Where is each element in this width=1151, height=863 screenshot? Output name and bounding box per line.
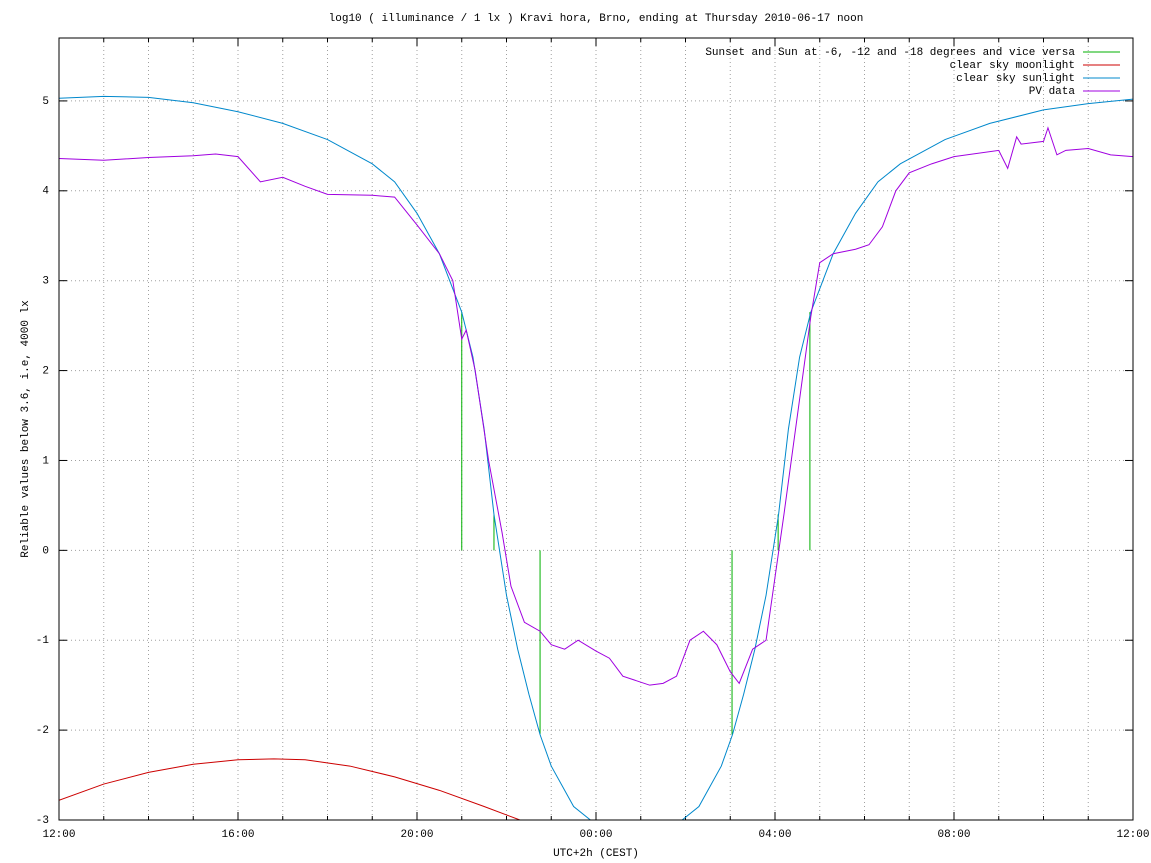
x-tick-label: 20:00 [400,829,433,841]
y-tick-label: 0 [42,545,49,557]
legend-label: PV data [1029,86,1076,98]
y-tick-label: -3 [36,815,49,827]
x-tick-label: 12:00 [1116,829,1149,841]
y-tick-label: 3 [42,276,49,288]
legend-label: Sunset and Sun at -6, -12 and -18 degree… [705,47,1075,59]
x-tick-label: 00:00 [579,829,612,841]
y-tick-label: -2 [36,725,49,737]
x-axis-label: UTC+2h (CEST) [553,848,639,860]
grid [58,38,1134,821]
legend-label: clear sky moonlight [950,60,1075,72]
y-tick-label: 5 [42,96,49,108]
x-tick-label: 16:00 [221,829,254,841]
series-line [59,758,521,820]
legend: Sunset and Sun at -6, -12 and -18 degree… [705,47,1120,98]
series-line [59,126,1133,686]
x-tick-label: 08:00 [937,829,970,841]
plot-area [59,95,1133,820]
y-axis-label: Reliable values below 3.6, i.e, 4000 lx [20,300,32,558]
plot-frame [58,37,1134,821]
series-line [461,312,811,735]
y-tick-label: -1 [36,635,50,647]
y-tick-label: 2 [42,365,49,377]
chart-title: log10 ( illuminance / 1 lx ) Kravi hora,… [329,13,864,25]
legend-label: clear sky sunlight [956,73,1075,85]
series-line [59,95,1133,820]
x-tick-label: 04:00 [758,829,791,841]
y-tick-label: 1 [42,455,49,467]
y-tick-label: 4 [42,186,49,198]
x-tick-label: 12:00 [42,829,75,841]
